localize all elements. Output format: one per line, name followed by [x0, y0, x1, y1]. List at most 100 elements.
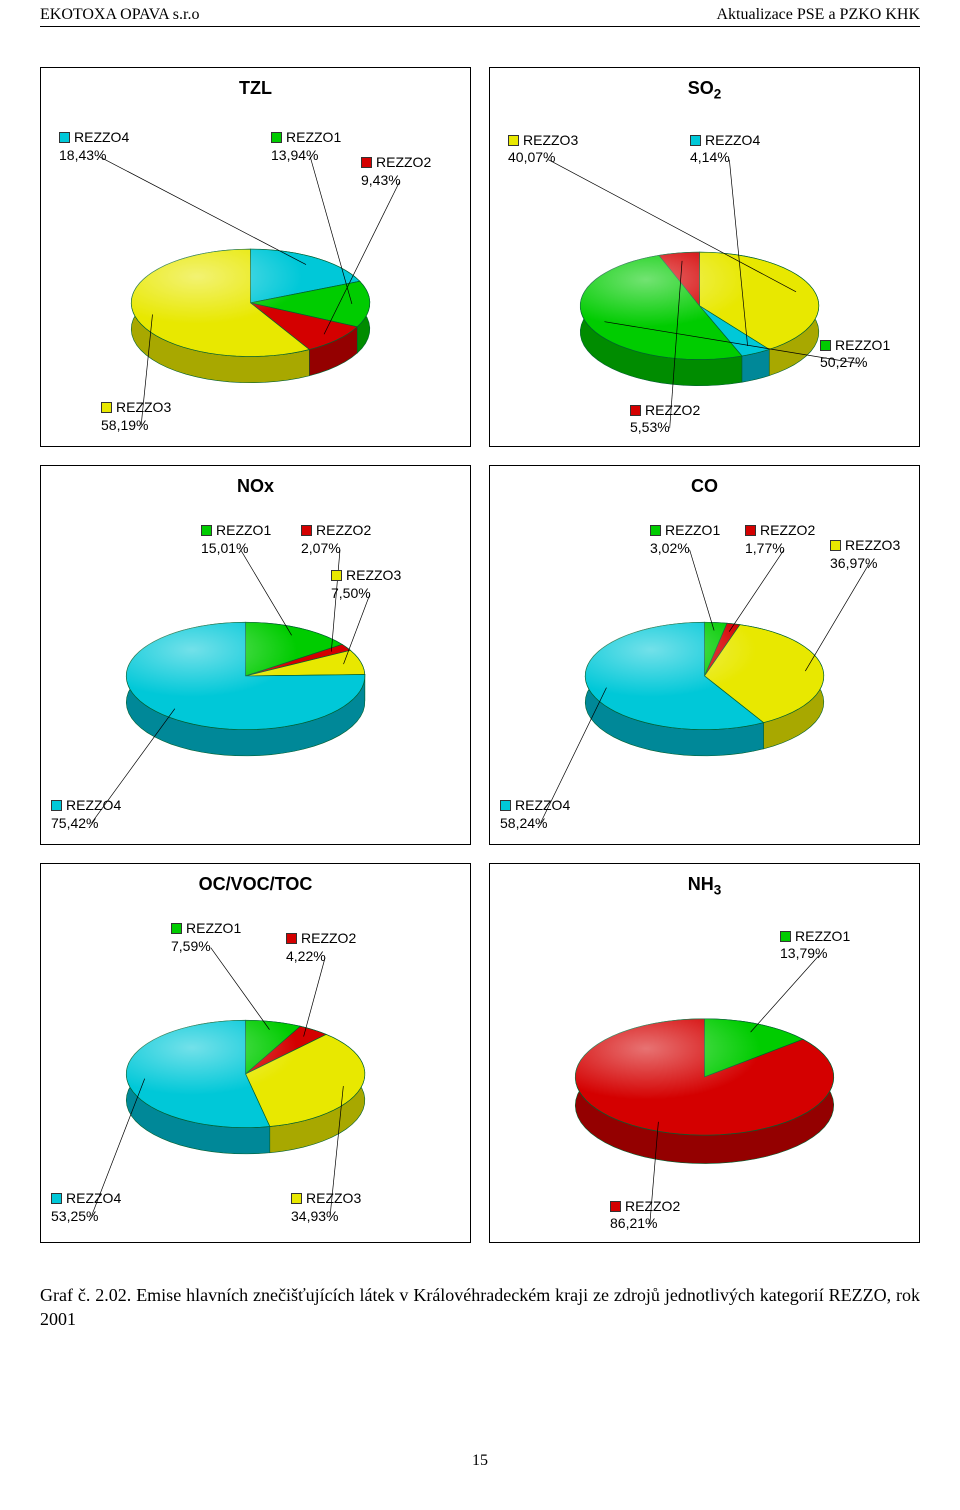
- slice-name: REZZO1: [835, 337, 890, 353]
- legend-swatch: [830, 540, 841, 551]
- chart-body: REZZO340,07%REZZO44,14%REZZO150,27%REZZO…: [490, 102, 919, 444]
- legend-swatch: [291, 1193, 302, 1204]
- slice-pct: 58,24%: [500, 815, 570, 833]
- slice-pct: 58,19%: [101, 417, 171, 435]
- slice-label-rezzo1: REZZO113,79%: [780, 928, 850, 963]
- slice-pct: 18,43%: [59, 147, 129, 165]
- legend-swatch: [201, 525, 212, 536]
- chart-body: REZZO113,79% REZZO286,21%: [490, 898, 919, 1240]
- slice-name: REZZO2: [625, 1198, 680, 1214]
- figure-caption: Graf č. 2.02. Emise hlavních znečišťujíc…: [40, 1283, 920, 1332]
- legend-swatch: [331, 570, 342, 581]
- chart-body: REZZO1 15,01% REZZO2 2,07% REZZO37,50% REZZO4…: [41, 497, 470, 839]
- slice-pct: 2,07%: [301, 540, 371, 558]
- chart-title: NOx: [41, 466, 470, 497]
- slice-name: REZZO2: [316, 522, 371, 538]
- slice-label-rezzo4: REZZO44,14%: [690, 132, 760, 167]
- slice-pct: 34,93%: [291, 1208, 361, 1226]
- legend-swatch: [301, 525, 312, 536]
- slice-pct: 1,77%: [745, 540, 815, 558]
- slice-label-rezzo3: REZZO37,50%: [331, 567, 401, 602]
- legend-swatch: [650, 525, 661, 536]
- slice-pct: 53,25%: [51, 1208, 121, 1226]
- slice-label-rezzo1: REZZO1 3,02%: [650, 522, 720, 557]
- slice-name: REZZO2: [376, 154, 431, 170]
- slice-pct: 86,21%: [610, 1215, 680, 1233]
- chart-so: SO2REZZO340,07%REZZO44,14%REZZO150,27%RE…: [489, 67, 920, 447]
- chart-grid: TZLREZZO418,43%REZZO113,94%REZZO29,43%RE…: [40, 67, 920, 1243]
- legend-swatch: [820, 340, 831, 351]
- slice-name: REZZO1: [186, 920, 241, 936]
- slice-pct: 50,27%: [820, 354, 890, 372]
- slice-label-rezzo3: REZZO3 34,93%: [291, 1190, 361, 1225]
- legend-swatch: [508, 135, 519, 146]
- chart-title: NH3: [490, 864, 919, 898]
- chart-title: TZL: [41, 68, 470, 99]
- legend-swatch: [286, 933, 297, 944]
- legend-swatch: [101, 402, 112, 413]
- chart-nox: NOxREZZO115,01%REZZO22,07%REZZO37,50%REZ…: [40, 465, 471, 845]
- slice-name: REZZO1: [216, 522, 271, 538]
- legend-swatch: [171, 923, 182, 934]
- slice-name: REZZO3: [845, 537, 900, 553]
- slice-label-rezzo2: REZZO2 4,22%: [286, 930, 356, 965]
- slice-pct: 15,01%: [201, 540, 271, 558]
- slice-pct: 7,59%: [171, 938, 241, 956]
- slice-name: REZZO2: [301, 930, 356, 946]
- slice-pct: 36,97%: [830, 555, 900, 573]
- slice-pct: 5,53%: [630, 419, 700, 437]
- chart-tzl: TZLREZZO418,43%REZZO113,94%REZZO29,43%RE…: [40, 67, 471, 447]
- slice-label-rezzo4: REZZO453,25%: [51, 1190, 121, 1225]
- chart-body: REZZO1 7,59% REZZO2 4,22% REZZO3 34,93% REZZO4…: [41, 895, 470, 1237]
- legend-swatch: [500, 800, 511, 811]
- page-number: 15: [40, 1452, 920, 1470]
- slice-pct: 4,22%: [286, 948, 356, 966]
- header-right: Aktualizace PSE a PZKO KHK: [716, 6, 920, 24]
- slice-name: REZZO3: [306, 1190, 361, 1206]
- slice-name: REZZO3: [523, 132, 578, 148]
- chart-title: CO: [490, 466, 919, 497]
- slice-label-rezzo2: REZZO21,77%: [745, 522, 815, 557]
- legend-swatch: [271, 132, 282, 143]
- header-left: EKOTOXA OPAVA s.r.o: [40, 6, 199, 24]
- slice-label-rezzo2: REZZO25,53%: [630, 402, 700, 437]
- slice-name: REZZO3: [116, 399, 171, 415]
- slice-name: REZZO3: [346, 567, 401, 583]
- slice-pct: 40,07%: [508, 149, 578, 167]
- slice-name: REZZO4: [74, 129, 129, 145]
- slice-name: REZZO4: [66, 797, 121, 813]
- pie-chart: [490, 898, 919, 1240]
- slice-label-rezzo2: REZZO286,21%: [610, 1198, 680, 1233]
- slice-name: REZZO1: [286, 129, 341, 145]
- slice-pct: 3,02%: [650, 540, 720, 558]
- slice-name: REZZO2: [645, 402, 700, 418]
- slice-label-rezzo1: REZZO1 15,01%: [201, 522, 271, 557]
- legend-swatch: [780, 931, 791, 942]
- slice-label-rezzo1: REZZO150,27%: [820, 337, 890, 372]
- slice-label-rezzo4: REZZO4 18,43%: [59, 129, 129, 164]
- legend-swatch: [690, 135, 701, 146]
- chart-title: OC/VOC/TOC: [41, 864, 470, 895]
- chart-body: REZZO1 3,02% REZZO21,77% REZZO3 36,97% REZZO4…: [490, 497, 919, 839]
- chart-oc-voc-toc: OC/VOC/TOC REZZO1 7,59% REZZO2 4,22% REZZO3 34…: [40, 863, 471, 1243]
- chart-co: COREZZO13,02%REZZO21,77%REZZO336,97%REZZ…: [489, 465, 920, 845]
- legend-swatch: [361, 157, 372, 168]
- slice-pct: 4,14%: [690, 149, 760, 167]
- slice-label-rezzo3: REZZO3 58,19%: [101, 399, 171, 434]
- slice-label-rezzo3: REZZO340,07%: [508, 132, 578, 167]
- slice-name: REZZO4: [705, 132, 760, 148]
- slice-name: REZZO1: [795, 928, 850, 944]
- slice-label-rezzo2: REZZO2 9,43%: [361, 154, 431, 189]
- slice-pct: 9,43%: [361, 172, 431, 190]
- slice-pct: 13,94%: [271, 147, 341, 165]
- slice-name: REZZO1: [665, 522, 720, 538]
- slice-label-rezzo4: REZZO4 58,24%: [500, 797, 570, 832]
- legend-swatch: [51, 800, 62, 811]
- slice-pct: 13,79%: [780, 945, 850, 963]
- chart-title: SO2: [490, 68, 919, 102]
- slice-label-rezzo3: REZZO3 36,97%: [830, 537, 900, 572]
- slice-label-rezzo1: REZZO1 7,59%: [171, 920, 241, 955]
- slice-name: REZZO4: [515, 797, 570, 813]
- slice-label-rezzo1: REZZO1 13,94%: [271, 129, 341, 164]
- slice-pct: 75,42%: [51, 815, 121, 833]
